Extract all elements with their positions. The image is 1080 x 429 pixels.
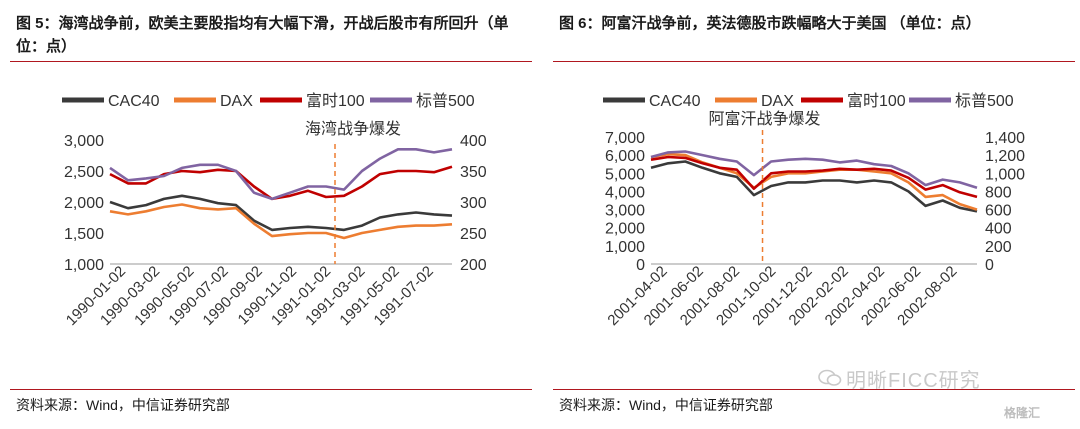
y-left-tick-label: 6,000 [605,148,645,165]
y-right-tick-label: 200 [460,257,487,274]
y-right-tick-label: 0 [985,257,994,274]
y-left-tick-label: 0 [636,257,645,274]
y-axis-right: 200 250 300 350 400 [460,133,487,274]
series-line-sp500 [109,148,453,201]
y-right-tick-label: 200 [985,239,1012,256]
chart-afghan-war: CAC40 DAX 富时100 标普500 01,0002,0003,0004,… [603,92,1025,329]
series-line-sp500 [650,150,978,190]
series-line-ftse100 [650,155,978,199]
chart-gulf-war: CAC40 DAX 富时100 标普500 1,000 1,500 2,000 2,5… [62,92,487,329]
y-left-tick-label: 4,000 [605,184,645,201]
y-left-tick-label: 5,000 [605,166,645,183]
y-right-tick-label: 1,200 [985,148,1025,165]
series-line-dax [109,203,453,240]
x-axis: 2001-04-022001-06-022001-08-022001-10-02… [604,263,977,329]
chart-panel-gulf-war: 图 5：海湾战争前，欧美主要股指均有大幅下滑，开战后股市有所回升（单位：点） C… [10,0,542,429]
legend: CAC40 DAX 富时100 标普500 [603,92,1014,110]
y-right-tick-label: 1,000 [985,166,1025,183]
chart-panel-afghan-war: 图 6：阿富汗战争前，英法德股市跌幅略大于美国 （单位：点） CAC40 DAX… [553,0,1080,429]
source-note: 资料来源：Wind，中信证券研究部 [16,397,230,413]
legend-label-dax: DAX [761,93,794,110]
watermark-text: 明晰FICC研究 [846,370,981,392]
source-rule [10,389,532,390]
legend-label-spx: 标普500 [955,92,1014,110]
wechat-icon [818,369,842,386]
y-right-tick-label: 1,400 [985,130,1025,147]
source-note: 资料来源：Wind，中信证券研究部 [559,397,773,413]
chart-title: 图 6：阿富汗战争前，英法德股市跌幅略大于美国 （单位：点） [559,15,981,32]
series-line-cac40 [650,160,978,213]
y-right-tick-label: 350 [460,164,487,181]
y-left-tick-label: 1,500 [64,226,104,243]
legend-label-ftse: 富时100 [847,92,906,110]
y-right-tick-label: 400 [985,221,1012,238]
y-left-tick-label: 3,000 [64,133,104,150]
y-axis-left: 1,000 1,500 2,000 2,500 3,000 [64,133,104,274]
title-rule [10,61,532,62]
legend-label-dax: DAX [220,93,253,110]
y-right-tick-label: 400 [460,133,487,150]
legend-label-spx: 标普500 [416,92,475,110]
series-line-ftse100 [109,165,453,201]
y-left-tick-label: 7,000 [605,130,645,147]
event-annotation: 海湾战争爆发 [305,119,401,138]
x-axis: 1990-01-021990-03-021990-05-021990-07-02… [63,263,452,329]
chart-title: 图 5：海湾战争前，欧美主要股指均有大幅下滑，开战后股市有所回升（单位：点） [16,15,509,55]
legend-label-ftse: 富时100 [306,92,365,110]
event-annotation: 阿富汗战争爆发 [709,109,821,128]
series-line-cac40 [109,194,453,232]
source-rule [553,389,1075,390]
y-left-tick-label: 2,500 [64,164,104,181]
series-layer [109,148,453,240]
y-left-tick-label: 1,000 [605,239,645,256]
series-layer [650,150,978,213]
y-left-tick-label: 2,000 [64,195,104,212]
y-left-tick-label: 2,000 [605,221,645,238]
y-right-tick-label: 300 [460,195,487,212]
y-right-tick-label: 250 [460,226,487,243]
gelonghui-logo: 格隆汇 [1004,406,1041,420]
title-rule [553,61,1075,62]
legend: CAC40 DAX 富时100 标普500 [62,92,475,110]
y-right-tick-label: 800 [985,184,1012,201]
y-left-tick-label: 1,000 [64,257,104,274]
y-left-tick-label: 3,000 [605,203,645,220]
legend-label-cac40: CAC40 [108,93,160,110]
y-right-tick-label: 600 [985,203,1012,220]
legend-label-cac40: CAC40 [649,93,701,110]
